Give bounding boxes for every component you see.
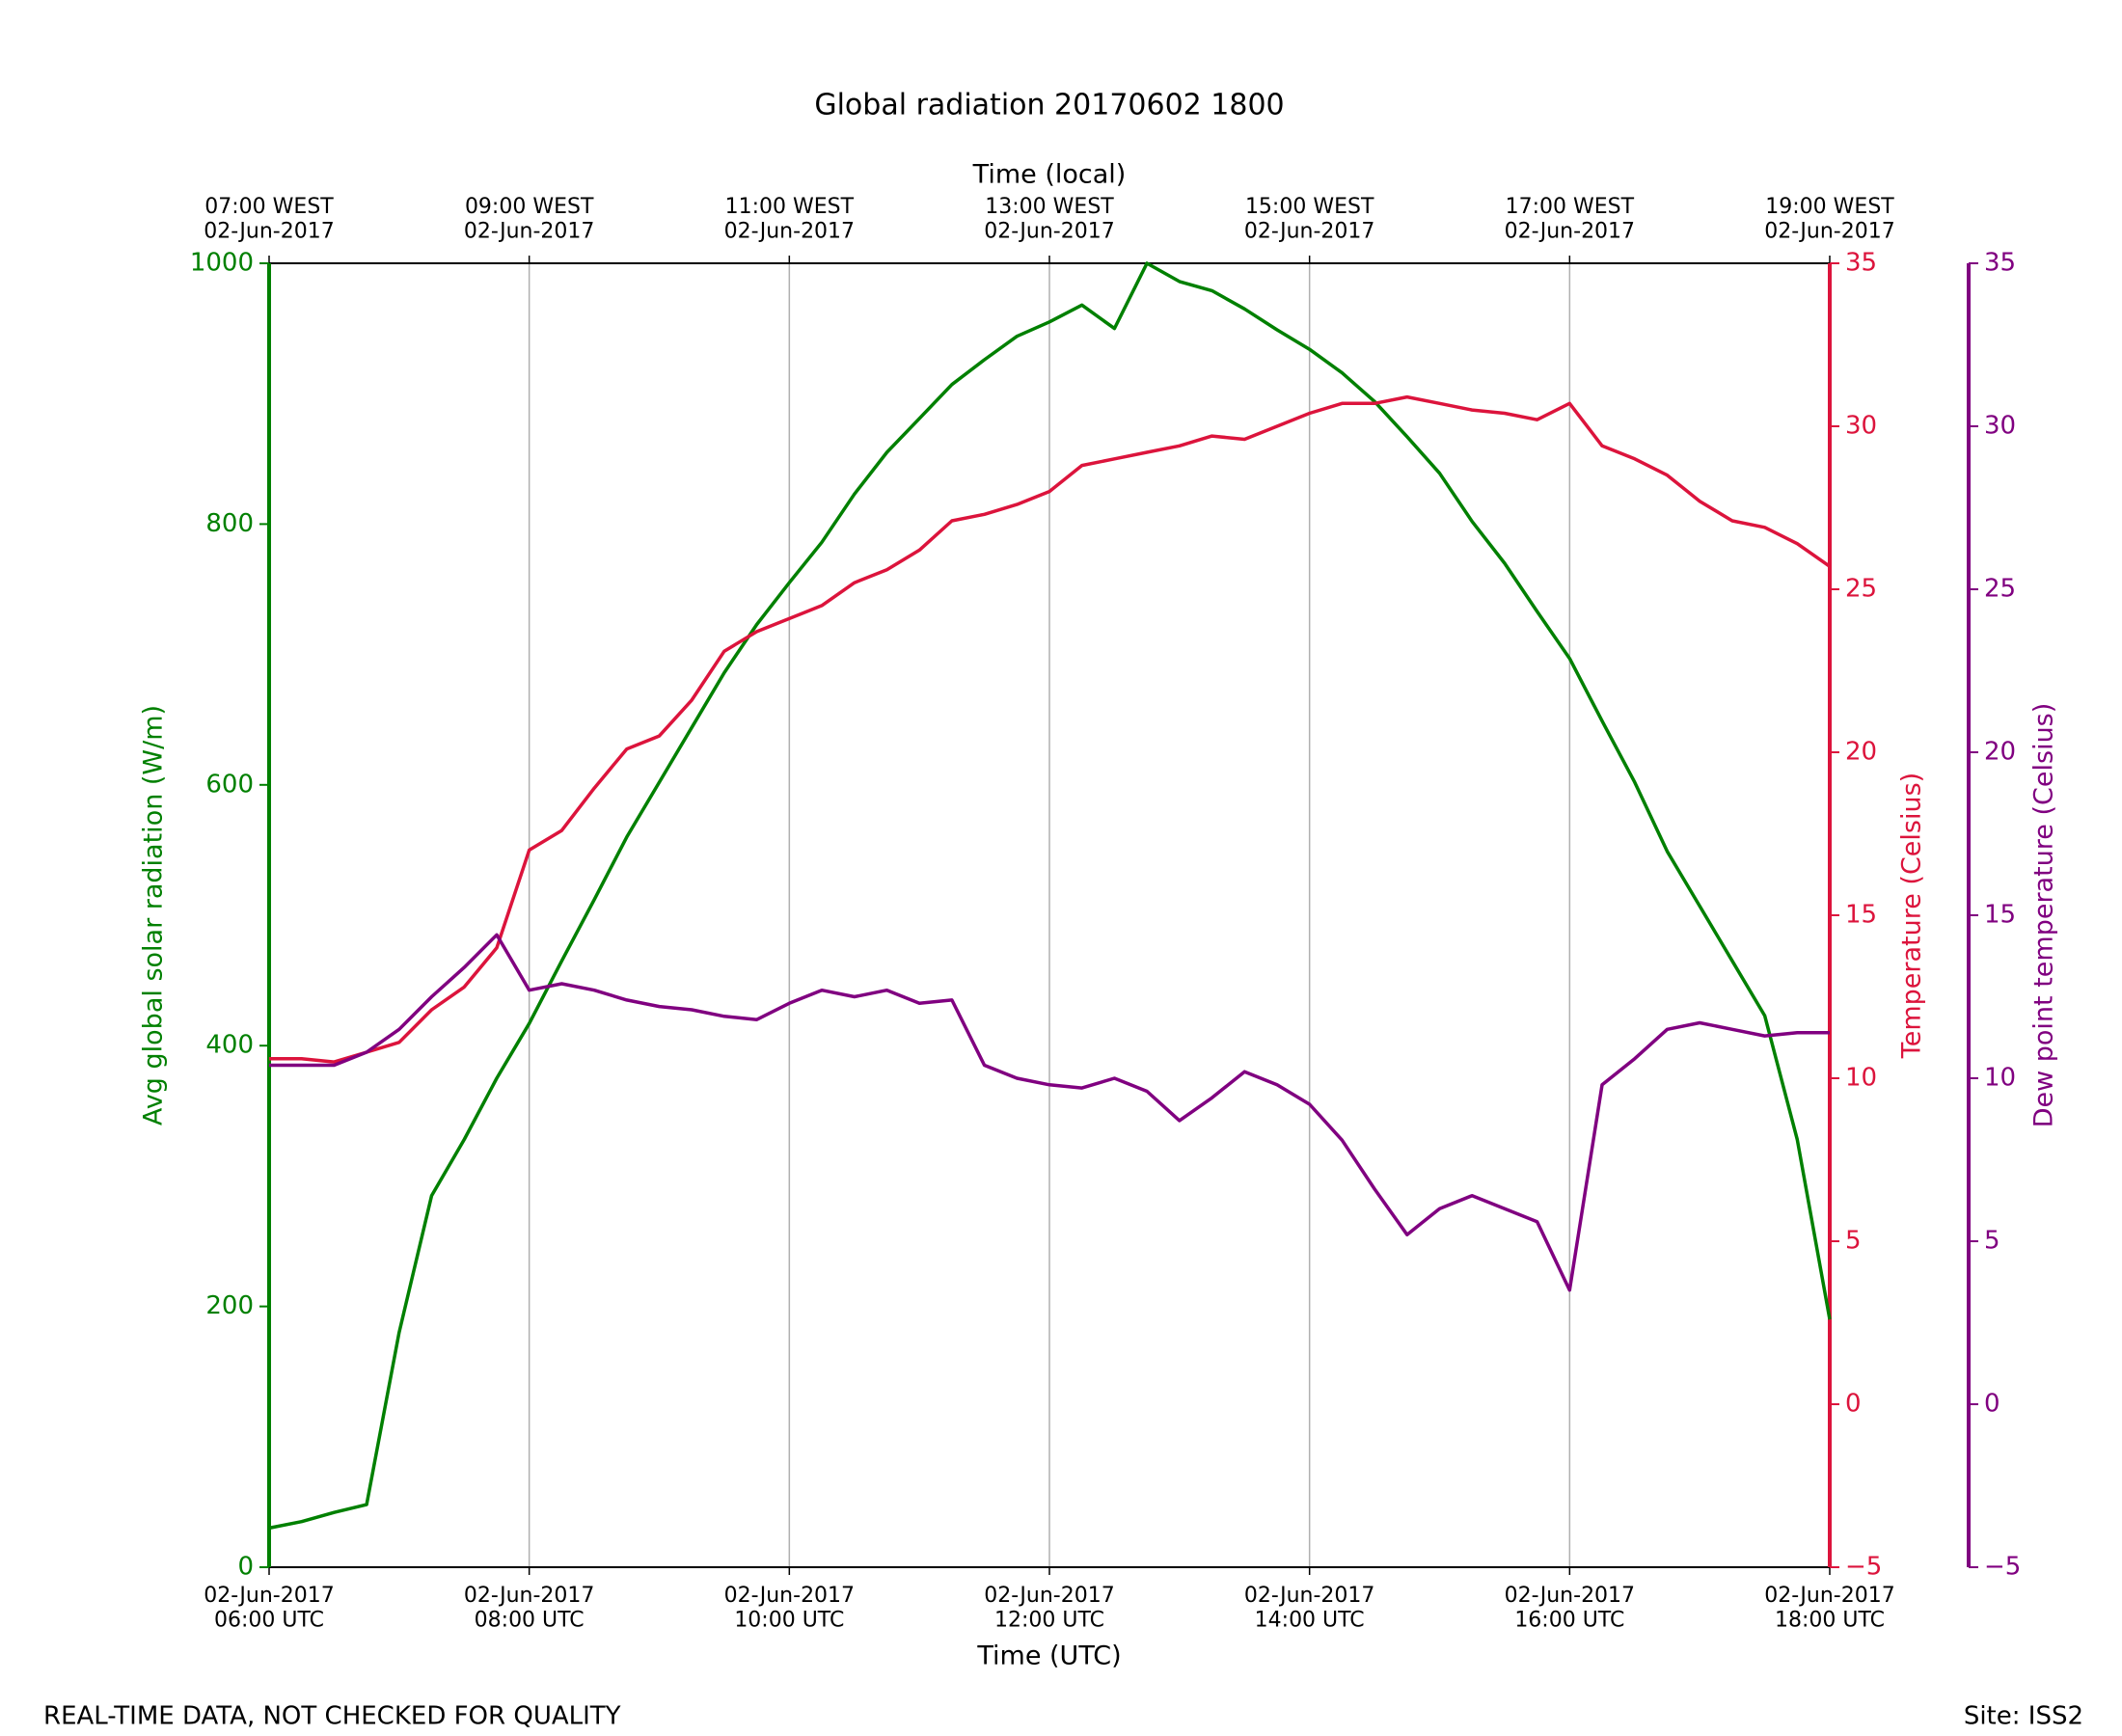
y3-tick-label: 35 bbox=[1984, 249, 2016, 278]
x-tick-label: 02-Jun-2017 08:00 UTC bbox=[464, 1584, 594, 1632]
footer-right: Site: ISS2 bbox=[1964, 1702, 2083, 1731]
x2-tick-label: 07:00 WEST 02-Jun-2017 bbox=[204, 195, 334, 243]
y2-tick-label: 5 bbox=[1845, 1227, 1862, 1256]
y-tick-label: 400 bbox=[205, 1031, 254, 1060]
y2-tick-label: 20 bbox=[1845, 738, 1877, 767]
x-tick-label: 02-Jun-2017 12:00 UTC bbox=[984, 1584, 1114, 1632]
x2-tick-label: 19:00 WEST 02-Jun-2017 bbox=[1764, 195, 1894, 243]
y-tick-label: 200 bbox=[205, 1291, 254, 1320]
x-tick-label: 02-Jun-2017 16:00 UTC bbox=[1505, 1584, 1635, 1632]
y2-tick-label: 25 bbox=[1845, 575, 1877, 604]
x-tick-label: 02-Jun-2017 06:00 UTC bbox=[204, 1584, 334, 1632]
x2-axis-label: Time (local) bbox=[972, 160, 1127, 190]
y-tick-label: 600 bbox=[205, 770, 254, 799]
y-tick-label: 1000 bbox=[190, 249, 254, 278]
series-line bbox=[269, 933, 1830, 1292]
series-line bbox=[268, 261, 1832, 1531]
y3-tick-label: 15 bbox=[1984, 901, 2016, 930]
x2-tick-label: 13:00 WEST 02-Jun-2017 bbox=[984, 195, 1114, 243]
y3-tick-label: 5 bbox=[1984, 1227, 2000, 1256]
y3-tick-label: 20 bbox=[1984, 738, 2016, 767]
y2-axis-label: Temperature (Celsius) bbox=[1897, 773, 1927, 1059]
y3-axis-label: Dew point temperature (Celsius) bbox=[2029, 703, 2059, 1128]
y-tick-label: 800 bbox=[205, 509, 254, 538]
y2-tick-label: 35 bbox=[1845, 249, 1877, 278]
y3-tick-label: 0 bbox=[1984, 1390, 2000, 1419]
y3-tick-label: 30 bbox=[1984, 412, 2016, 441]
x2-tick-label: 11:00 WEST 02-Jun-2017 bbox=[724, 195, 855, 243]
y3-tick-label: −5 bbox=[1984, 1553, 2021, 1582]
y2-tick-label: 15 bbox=[1845, 901, 1877, 930]
y-tick-label: 0 bbox=[237, 1553, 254, 1582]
x-tick-label: 02-Jun-2017 14:00 UTC bbox=[1244, 1584, 1374, 1632]
y-axis-label: Avg global solar radiation (W/m) bbox=[139, 705, 169, 1126]
y2-tick-label: 0 bbox=[1845, 1390, 1862, 1419]
y3-tick-label: 25 bbox=[1984, 575, 2016, 604]
y2-tick-label: 30 bbox=[1845, 412, 1877, 441]
x2-tick-label: 17:00 WEST 02-Jun-2017 bbox=[1505, 195, 1635, 243]
x2-tick-label: 15:00 WEST 02-Jun-2017 bbox=[1244, 195, 1374, 243]
chart-title: Global radiation 20170602 1800 bbox=[814, 89, 1284, 122]
x-tick-label: 02-Jun-2017 18:00 UTC bbox=[1764, 1584, 1894, 1632]
y3-tick-label: 10 bbox=[1984, 1064, 2016, 1093]
footer-left: REAL-TIME DATA, NOT CHECKED FOR QUALITY bbox=[43, 1702, 621, 1731]
x-axis-label: Time (UTC) bbox=[976, 1641, 1121, 1671]
x2-tick-label: 09:00 WEST 02-Jun-2017 bbox=[464, 195, 594, 243]
y2-tick-label: −5 bbox=[1845, 1553, 1882, 1582]
x-tick-label: 02-Jun-2017 10:00 UTC bbox=[724, 1584, 855, 1632]
y2-tick-label: 10 bbox=[1845, 1064, 1877, 1093]
series-line bbox=[269, 394, 1832, 1064]
